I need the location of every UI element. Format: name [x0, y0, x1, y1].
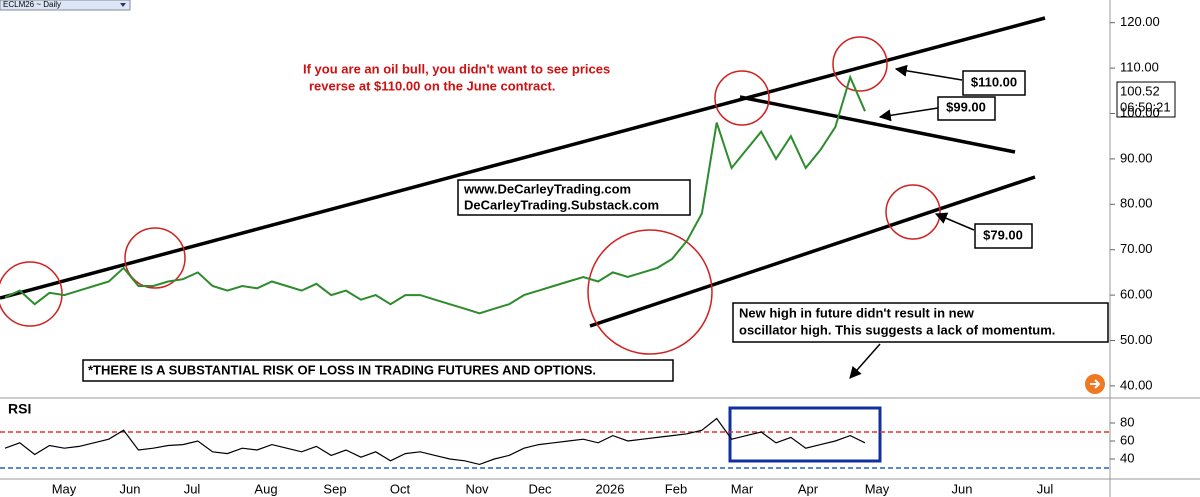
rsi-title: RSI [8, 401, 31, 417]
arrow [878, 107, 939, 122]
bull-note: reverse at $110.00 on the June contract. [309, 78, 555, 93]
low-label: $79.00 [983, 227, 1023, 242]
y-tick-label: 40 [1120, 450, 1134, 465]
y-tick-label: 90.00 [1120, 150, 1153, 165]
y-tick-label: 40.00 [1120, 377, 1153, 392]
x-tick-label: May [865, 481, 890, 496]
high-label: $110.00 [971, 74, 1017, 89]
website-box [457, 179, 691, 216]
mid-label: $99.00 [946, 99, 986, 114]
x-tick-label: Apr [798, 481, 819, 496]
x-tick-label: Oct [390, 481, 411, 496]
x-tick-label: Dec [528, 481, 552, 496]
arrow [894, 64, 963, 81]
x-tick-label: Mar [731, 481, 754, 496]
x-tick-label: Jul [184, 481, 201, 496]
series-line [4, 417, 866, 466]
website: DeCarleyTrading.Substack.com [464, 197, 659, 212]
x-tick-label: Feb [665, 481, 687, 496]
highlight-circle [714, 70, 770, 126]
scroll-icon [1090, 379, 1101, 389]
y-tick-label: 120.00 [1120, 14, 1160, 29]
y-tick-label: 80 [1120, 414, 1134, 429]
website: www.DeCarleyTrading.com [463, 181, 631, 196]
note-box [732, 302, 1109, 343]
y-tick-label: 60.00 [1120, 287, 1153, 302]
countdown: 06:50:21 [1120, 99, 1171, 114]
momentum-note: New high in future didn't result in new [739, 305, 975, 320]
symbol-box[interactable] [0, 0, 131, 11]
last-price: 100.52 [1120, 83, 1160, 98]
bull-note: If you are an oil bull, you didn't want … [303, 61, 610, 76]
x-tick-label: Aug [254, 481, 277, 496]
label-box [974, 223, 1033, 249]
price-box [1116, 81, 1176, 118]
trend-line [589, 175, 1036, 328]
dropdown-icon[interactable] [120, 3, 126, 7]
trend-line [739, 95, 1016, 154]
label-box [962, 70, 1026, 96]
y-tick-label: 60 [1120, 432, 1134, 447]
risk-note: *THERE IS A SUBSTANTIAL RISK OF LOSS IN … [88, 362, 596, 377]
highlight-circle [885, 184, 941, 240]
highlight-circle [832, 36, 888, 92]
arrow [849, 343, 881, 379]
y-tick-label: 100.00 [1120, 105, 1160, 120]
highlight-circle [587, 229, 713, 355]
arrow [934, 212, 975, 231]
x-tick-label: Jun [120, 481, 141, 496]
highlight-circle [124, 227, 186, 289]
momentum-note: oscillator high. This suggests a lack of… [739, 322, 1055, 337]
x-tick-label: Sep [323, 481, 346, 496]
y-tick-label: 70.00 [1120, 241, 1153, 256]
x-tick-label: Nov [465, 481, 489, 496]
series-line [4, 74, 866, 315]
x-tick-label: 2026 [596, 481, 625, 496]
note-box [82, 359, 674, 382]
symbol: ECLM26 ~ Daily [3, 0, 61, 9]
x-tick-label: Jun [952, 481, 973, 496]
x-tick-label: Jul [1037, 481, 1054, 496]
rsi-highlight-box [728, 406, 882, 463]
x-tick-label: May [52, 481, 77, 496]
trend-line [0, 16, 1046, 300]
y-tick-label: 80.00 [1120, 196, 1153, 211]
y-tick-label: 110.00 [1120, 60, 1159, 75]
y-tick-label: 50.00 [1120, 332, 1153, 347]
